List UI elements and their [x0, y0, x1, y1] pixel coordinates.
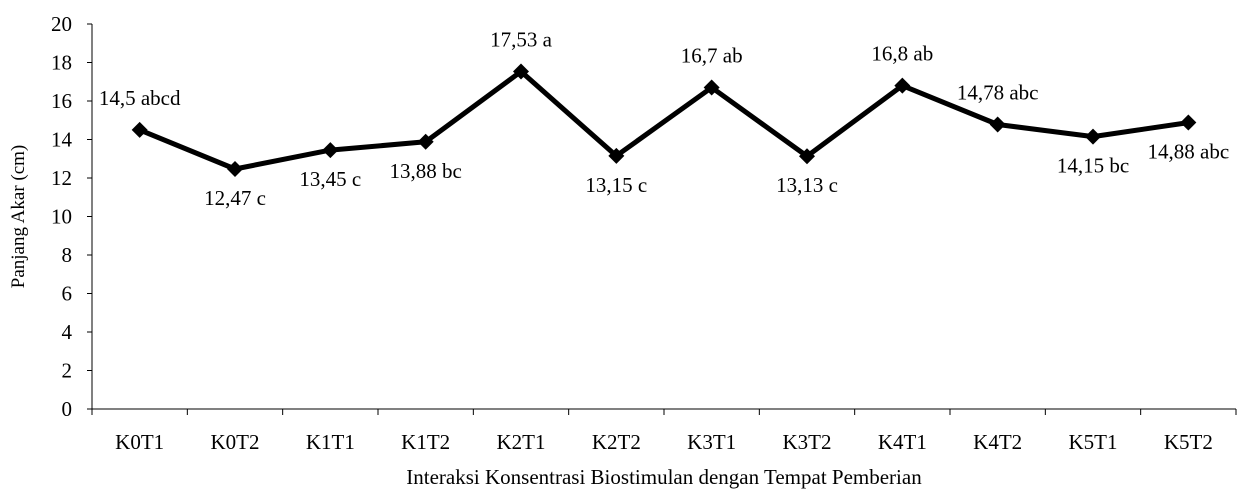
- data-label: 17,53 a: [490, 28, 553, 52]
- x-tick-label: K2T1: [497, 430, 546, 454]
- y-tick-label: 0: [62, 397, 73, 421]
- data-point-marker: [227, 160, 243, 177]
- x-tick-label: K4T1: [878, 430, 927, 454]
- data-point-marker: [608, 147, 625, 164]
- data-label: 12,47 c: [204, 186, 266, 210]
- x-tick-label: K5T2: [1164, 430, 1213, 454]
- data-point-marker: [1085, 128, 1101, 145]
- y-tick-label: 18: [51, 51, 72, 75]
- data-label: 13,88 bc: [390, 159, 462, 183]
- data-point-marker: [417, 133, 434, 150]
- y-tick-label: 12: [51, 166, 72, 190]
- y-axis-label: Panjang Akar (cm): [8, 145, 29, 289]
- data-point-marker: [131, 121, 148, 138]
- y-tick-label: 20: [51, 12, 72, 36]
- data-label: 14,78 abc: [957, 80, 1039, 104]
- data-label: 13,13 c: [776, 173, 838, 197]
- y-tick-label: 16: [51, 89, 72, 113]
- y-tick-label: 10: [51, 205, 72, 229]
- data-label: 13,45 c: [299, 167, 361, 191]
- x-axis-ticks: K0T1 K0T2 K1T1 K1T2 K2T1 K2T2 K3T1 K3T2 K4T1 K4T2…: [91, 409, 1237, 454]
- data-label: 14,88 abc: [1148, 140, 1230, 164]
- data-point-marker: [1180, 114, 1197, 131]
- data-labels: 14,5 abcd 12,47 c 13,45 c 13,88 bc 17,53 a 13…: [99, 28, 1229, 210]
- data-label: 13,15 c: [585, 173, 647, 197]
- x-tick-label: K0T1: [115, 430, 164, 454]
- data-point-marker: [513, 63, 529, 80]
- x-tick-label: K1T2: [401, 430, 450, 454]
- x-tick-label: K0T2: [211, 430, 260, 454]
- x-tick-label: K2T2: [592, 430, 641, 454]
- data-label: 14,15 bc: [1057, 154, 1129, 178]
- x-tick-label: K3T2: [783, 430, 832, 454]
- series-line: [138, 69, 1189, 172]
- data-label: 16,8 ab: [871, 42, 933, 66]
- data-point-marker: [703, 79, 720, 96]
- y-tick-label: 14: [51, 128, 73, 152]
- y-tick-label: 8: [62, 243, 73, 267]
- x-tick-label: K5T1: [1069, 430, 1118, 454]
- data-label: 16,7 ab: [681, 44, 743, 68]
- series-markers: [131, 63, 1197, 177]
- x-tick-label: K3T1: [687, 430, 736, 454]
- data-point-marker: [322, 142, 339, 159]
- data-point-marker: [894, 77, 911, 94]
- x-tick-label: K4T2: [973, 430, 1022, 454]
- data-point-marker: [799, 148, 815, 165]
- data-point-marker: [989, 116, 1006, 133]
- y-tick-label: 6: [62, 282, 73, 306]
- x-axis-label: Interaksi Konsentrasi Biostimulan dengan…: [406, 465, 922, 489]
- x-tick-label: K1T1: [306, 430, 355, 454]
- y-tick-label: 4: [62, 320, 73, 344]
- data-label: 14,5 abcd: [99, 86, 181, 110]
- y-tick-label: 2: [62, 359, 73, 383]
- y-axis-ticks: 0 2 4 6 8 10 12 14 16 18 20: [51, 12, 92, 421]
